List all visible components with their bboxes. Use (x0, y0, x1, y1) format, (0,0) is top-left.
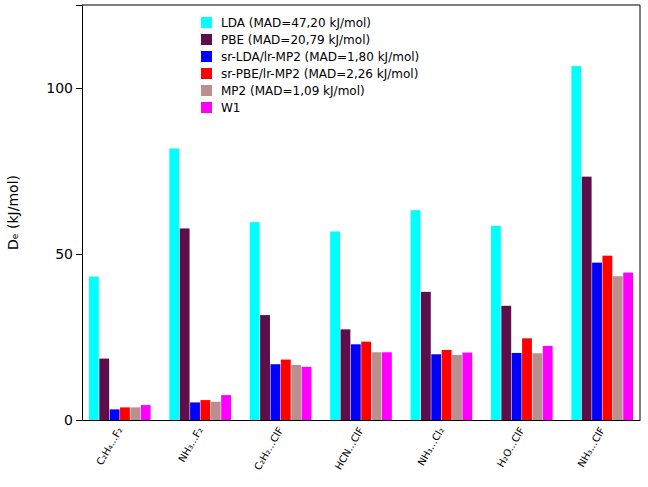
bar (613, 276, 623, 420)
bar (411, 210, 421, 420)
legend: LDA (MAD=47,20 kJ/mol) PBE (MAD=20,79 kJ/… (201, 16, 419, 115)
tick: 50 (55, 246, 82, 262)
y-axis-title: Dₑ (kJ/mol) (5, 175, 21, 250)
legend-swatch (201, 68, 212, 79)
bar (211, 402, 221, 420)
tick-label: 50 (55, 246, 73, 262)
bar (291, 365, 301, 420)
bar (110, 409, 120, 420)
bar (141, 405, 151, 420)
bar-series (141, 273, 633, 420)
bar (190, 402, 200, 420)
bar (281, 360, 291, 420)
legend-swatch (201, 102, 212, 113)
legend-label: sr-PBE/lr-MP2 (MAD=2,26 kJ/mol) (221, 67, 418, 81)
chart: 0 50 100 C₂H₄...F₂ NH₃...F₂ C₂H₂...ClF HCN...C… (0, 0, 648, 487)
legend-item: PBE (MAD=20,79 kJ/mol) (201, 33, 370, 47)
tick-label: NH₃...F₂ (176, 425, 205, 464)
bar (372, 352, 382, 420)
legend-item: sr-LDA/lr-MP2 (MAD=1,80 kJ/mol) (201, 50, 419, 64)
bar (442, 350, 452, 420)
tick: NH₃...ClF (575, 420, 607, 469)
bar (302, 367, 312, 420)
tick: NH₃...Cl₂ (415, 420, 446, 467)
bar (180, 228, 190, 420)
legend-swatch (201, 17, 212, 28)
x-axis: C₂H₄...F₂ NH₃...F₂ C₂H₂...ClF HCN...ClF NH₃.… (83, 420, 641, 472)
plot: 0 50 100 C₂H₄...F₂ NH₃...F₂ C₂H₂...ClF HCN...C… (46, 5, 640, 472)
legend-item: MP2 (MAD=1,09 kJ/mol) (201, 84, 365, 98)
bar (491, 226, 501, 420)
legend-label: MP2 (MAD=1,09 kJ/mol) (221, 84, 365, 98)
legend-label: W1 (221, 101, 241, 115)
tick: C₂H₄...F₂ (94, 420, 124, 467)
bar (89, 277, 99, 420)
tick-mark (76, 88, 82, 89)
y-axis: 0 50 100 (46, 6, 82, 428)
legend-item: LDA (MAD=47,20 kJ/mol) (201, 16, 371, 30)
bar (452, 355, 462, 420)
tick-mark (76, 254, 82, 255)
bar (532, 353, 542, 420)
bar (512, 353, 522, 420)
bar (582, 177, 592, 420)
bar (571, 66, 581, 420)
legend-swatch (201, 34, 212, 45)
tick-label: NH₃...Cl₂ (415, 425, 446, 467)
bar (623, 273, 633, 420)
bar (592, 263, 602, 420)
tick: NH₃...F₂ (176, 420, 205, 464)
bar (250, 222, 260, 420)
legend-swatch (201, 85, 212, 96)
tick: H₂O...ClF (495, 420, 527, 469)
bar-series (130, 276, 622, 420)
bar (462, 353, 472, 420)
bar (382, 352, 392, 420)
bar (431, 354, 441, 420)
tick: 100 (46, 80, 82, 96)
tick-label: 100 (46, 80, 73, 96)
tick-label: C₂H₂...ClF (252, 425, 285, 472)
legend-item: W1 (201, 101, 241, 115)
tick: C₂H₂...ClF (252, 420, 285, 472)
bar (361, 342, 371, 420)
bar (200, 400, 210, 420)
bar (330, 231, 340, 420)
legend-label: sr-LDA/lr-MP2 (MAD=1,80 kJ/mol) (221, 50, 419, 64)
bar (341, 329, 351, 420)
legend-label: LDA (MAD=47,20 kJ/mol) (221, 16, 371, 30)
bar (270, 364, 280, 420)
tick-label: H₂O...ClF (495, 425, 527, 469)
tick-label: HCN...ClF (333, 425, 366, 471)
tick-label: C₂H₄...F₂ (94, 425, 124, 467)
bar (260, 315, 270, 420)
bar (120, 407, 130, 420)
bar (169, 148, 179, 420)
axis-line (76, 6, 83, 421)
bar (351, 344, 361, 420)
bar-series (99, 177, 591, 420)
bar (421, 292, 431, 420)
tick: 0 (64, 412, 82, 428)
frame (82, 5, 640, 420)
bar (99, 359, 109, 420)
bar (130, 407, 140, 420)
bars (89, 66, 633, 420)
tick: HCN...ClF (333, 420, 366, 471)
legend-label: PBE (MAD=20,79 kJ/mol) (221, 33, 370, 47)
bar-series (110, 263, 602, 420)
bar (522, 338, 532, 420)
tick-label: NH₃...ClF (575, 425, 607, 469)
axis-line (83, 420, 641, 421)
bar-series (120, 256, 612, 420)
tick-mark (76, 420, 82, 421)
tick-label: 0 (64, 412, 73, 428)
bar (543, 346, 553, 420)
bar (501, 306, 511, 420)
bar (221, 395, 231, 420)
legend-swatch (201, 51, 212, 62)
bar-series (89, 66, 581, 420)
legend-item: sr-PBE/lr-MP2 (MAD=2,26 kJ/mol) (201, 67, 418, 81)
bar (602, 256, 612, 420)
